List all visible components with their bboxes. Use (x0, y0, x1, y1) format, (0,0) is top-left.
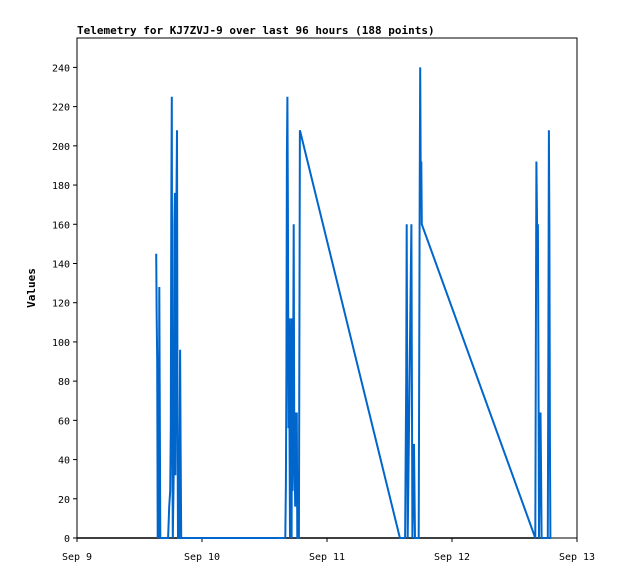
x-tick-label: Sep 13 (559, 552, 595, 563)
y-tick-label: 200 (52, 142, 70, 153)
x-tick-label: Sep 11 (309, 552, 345, 563)
y-tick-label: 180 (52, 181, 70, 192)
y-tick-label: 120 (52, 299, 70, 310)
y-axis-label: Values (25, 268, 38, 308)
y-tick-label: 160 (52, 220, 70, 231)
y-tick-label: 20 (58, 495, 70, 506)
y-tick-label: 40 (58, 456, 70, 467)
x-tick-label: Sep 10 (184, 552, 220, 563)
chart-title: Telemetry for KJ7ZVJ-9 over last 96 hour… (77, 24, 435, 37)
series-layer (77, 67, 552, 539)
y-tick-label: 0 (64, 534, 70, 545)
y-tick-label: 240 (52, 63, 70, 74)
x-axis: Sep 9 Sep 10 Sep 11 Sep 12 Sep 13 (62, 538, 595, 563)
y-tick-label: 80 (58, 377, 70, 388)
telemetry-series-line (155, 67, 552, 539)
y-tick-label: 140 (52, 259, 70, 270)
y-tick-label: 220 (52, 103, 70, 114)
plot-frame (76, 37, 578, 539)
x-tick-label: Sep 12 (434, 552, 470, 563)
y-axis: 0 20 40 60 80 100 120 140 160 180 200 220 240 (52, 63, 77, 545)
y-tick-label: 60 (58, 416, 70, 427)
x-tick-label: Sep 9 (62, 552, 92, 563)
y-tick-label: 100 (52, 338, 70, 349)
